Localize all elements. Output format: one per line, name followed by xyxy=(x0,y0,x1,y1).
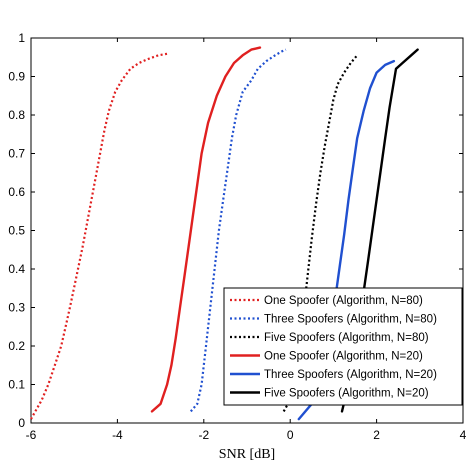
series-line-2 xyxy=(189,48,287,413)
legend: One Spoofer (Algorithm, N=80) Three Spoof… xyxy=(223,287,463,406)
y-tick-label: 0.9 xyxy=(8,70,25,84)
y-tick-label: 0.6 xyxy=(8,185,25,199)
x-tick-label: 0 xyxy=(287,428,294,442)
legend-label-3: Five Spoofers (Algorithm, N=80) xyxy=(264,332,429,344)
legend-label-5: Three Spoofers (Algorithm, N=20) xyxy=(264,369,437,381)
legend-label-1: One Spoofer (Algorithm, N=80) xyxy=(264,295,423,307)
y-tick-label: 0.2 xyxy=(8,339,25,353)
y-tick-label: 0.8 xyxy=(8,108,25,122)
x-tick-label: 4 xyxy=(460,428,467,442)
y-tick-label: 0 xyxy=(18,416,25,430)
y-tick-label: 0.7 xyxy=(8,147,25,161)
x-tick-label: -6 xyxy=(26,428,37,442)
x-axis-label: SNR [dB] xyxy=(219,447,275,462)
legend-label-4: One Spoofer (Algorithm, N=20) xyxy=(264,351,423,363)
legend-label-2: Three Spoofers (Algorithm, N=80) xyxy=(264,314,437,326)
x-tick-label: 2 xyxy=(373,428,380,442)
x-tick-label: -4 xyxy=(112,428,123,442)
y-tick-label: 0.1 xyxy=(8,378,25,392)
y-tick-label: 0.5 xyxy=(8,224,25,238)
x-tick-label: -2 xyxy=(198,428,209,442)
series-line-3 xyxy=(282,54,359,412)
y-tick-label: 1 xyxy=(18,31,25,45)
y-tick-label: 0.4 xyxy=(8,262,25,276)
legend-label-6: Five Spoofers (Algorithm, N=20) xyxy=(264,388,429,400)
y-tick-label: 0.3 xyxy=(8,301,25,315)
series-line-4 xyxy=(150,46,262,413)
ticks-layer: -6 -4 -2 0 2 4 0 0.1 0.2 0.3 0.4 0.5 0.6 0.7 0.8 0.9 1 xyxy=(8,31,466,442)
legend-box xyxy=(223,287,463,406)
series-line-1 xyxy=(30,52,170,420)
